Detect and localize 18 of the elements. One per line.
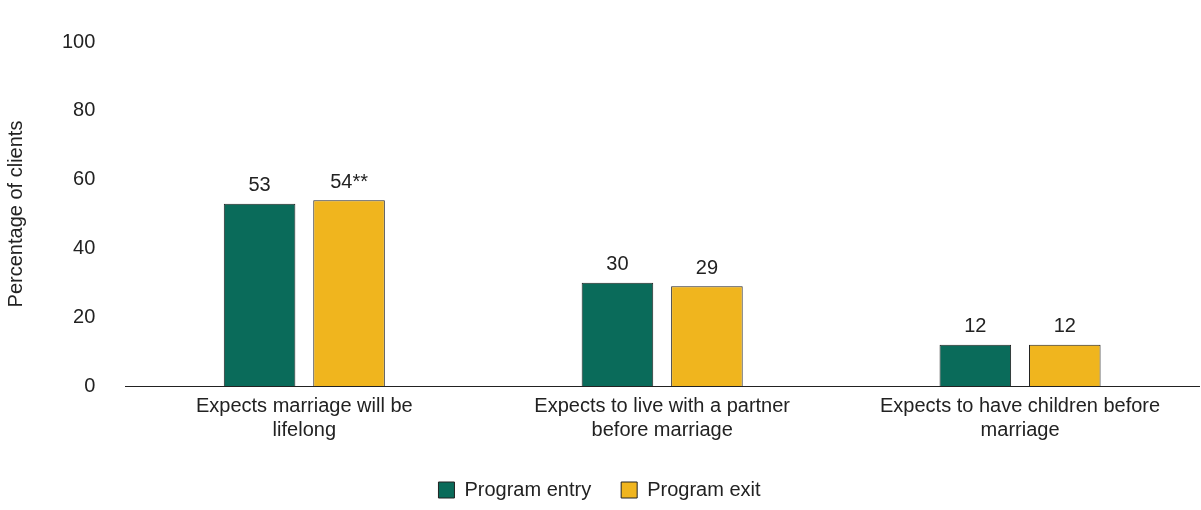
y-tick-label: 40: [73, 235, 96, 258]
data-label: 12: [964, 314, 987, 337]
y-tick-label: 100: [61, 29, 96, 52]
x-tick-label: Expects to have children before marriage: [879, 393, 1161, 440]
x-tick-label: Expects to live with a partner before marriage: [534, 393, 791, 440]
data-label: 30: [606, 252, 629, 275]
legend-label: Program entry: [464, 477, 592, 500]
legend-label: Program exit: [647, 477, 761, 500]
x-tick-label: Expects marriage will be lifelong: [195, 393, 413, 440]
data-label: 53: [248, 173, 271, 196]
y-tick-label: 0: [84, 373, 96, 396]
data-label: 12: [1053, 314, 1076, 337]
data-label: 54**: [330, 169, 369, 192]
y-axis-title: Percentage of clients: [3, 120, 26, 308]
data-label: 29: [695, 255, 719, 278]
y-tick-label: 60: [73, 167, 96, 190]
y-tick-label: 20: [73, 304, 96, 327]
y-tick-label: 80: [73, 98, 96, 121]
